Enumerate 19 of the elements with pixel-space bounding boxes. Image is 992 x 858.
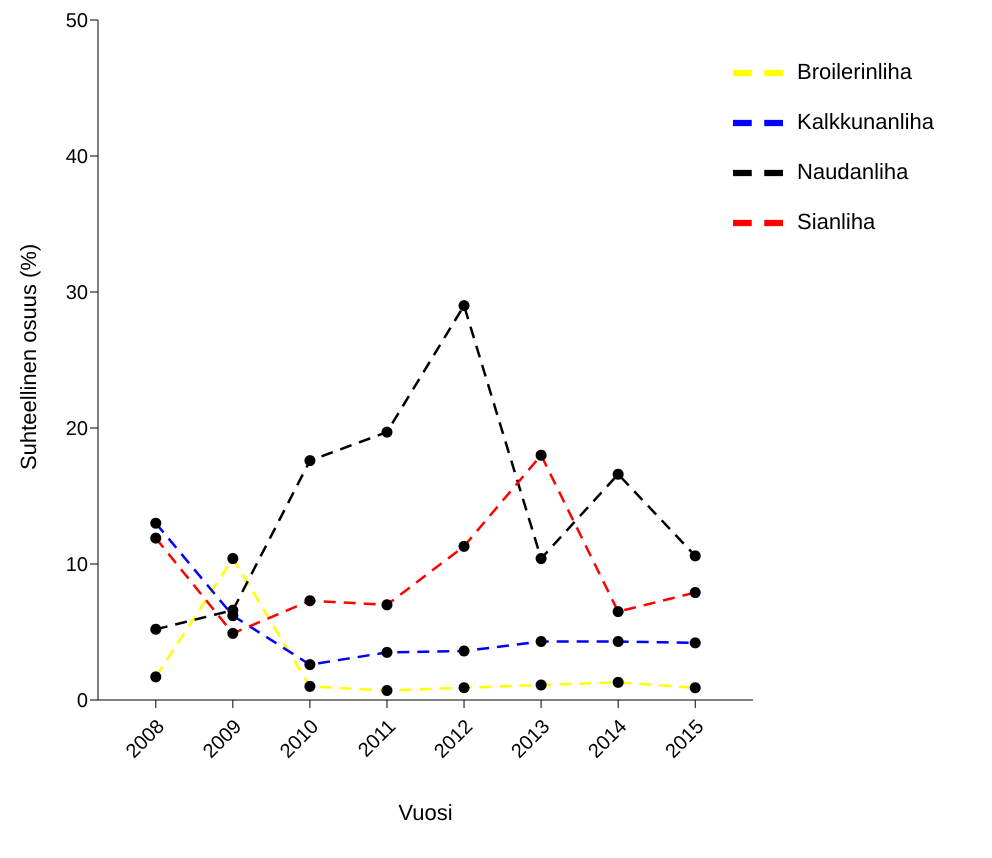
legend-label: Sianliha	[797, 208, 876, 234]
legend-label: Kalkkunanliha	[797, 108, 934, 134]
point	[304, 455, 316, 466]
y-tick-label: 40	[66, 146, 88, 168]
point	[458, 300, 470, 312]
point	[536, 553, 547, 564]
x-axis-title: Vuosi	[398, 800, 453, 825]
legend-label: Broilerinliha	[797, 58, 912, 84]
point	[381, 426, 392, 438]
point	[150, 624, 162, 635]
y-axis-title: Suhteellinen osuus (%)	[16, 244, 41, 470]
y-tick-label: 20	[66, 418, 88, 440]
y-tick-label: 50	[66, 10, 88, 32]
y-tick-label: 10	[66, 554, 88, 576]
point	[612, 468, 624, 480]
y-tick-label: 30	[66, 282, 88, 304]
y-tick-label: 0	[76, 690, 88, 712]
point	[690, 550, 701, 562]
legend-label: Naudanliha	[797, 158, 908, 184]
